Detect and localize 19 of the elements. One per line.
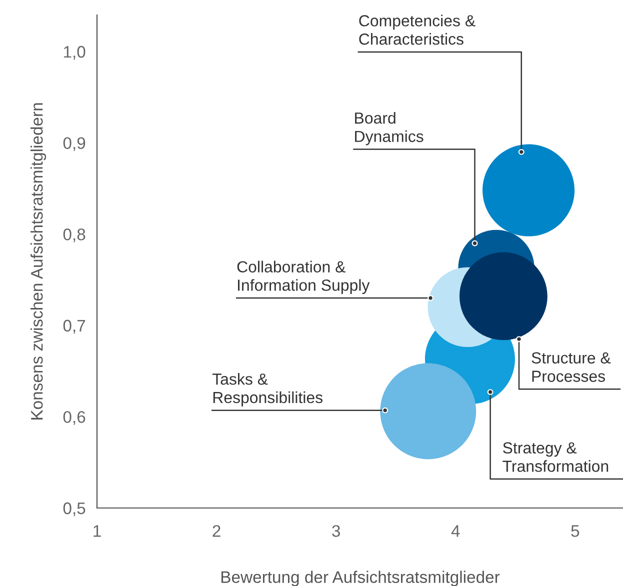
x-axis-title: Bewertung der Aufsichtsratsmitglieder (221, 570, 500, 586)
x-tick-label: 1 (94, 525, 101, 537)
x-tick-label: 3 (332, 525, 340, 537)
annotation: Competencies & Characteristics (359, 14, 476, 45)
annotation: Strategy & Transformation (502, 442, 608, 472)
y-axis-title: Konsens zwischen Aufsichtsratsmitgliedern (30, 103, 46, 420)
annotation: Collaboration & Information Supply (237, 260, 370, 294)
x-tick-label: 2 (212, 525, 220, 537)
y-tick-label: 0,7 (63, 320, 86, 334)
annotation: Tasks & Responsibilities (212, 373, 322, 406)
annotation: Board Dynamics (355, 112, 424, 146)
x-tick-label: 5 (571, 525, 580, 537)
y-tick-label: 0,8 (63, 228, 86, 242)
y-tick-label: 0,9 (63, 137, 86, 151)
y-tick-label: 0,6 (63, 411, 86, 425)
y-tick-label: 1,0 (64, 46, 86, 60)
y-tick-label: 0,5 (63, 502, 86, 516)
annotation: Structure & Processes (532, 352, 611, 382)
x-tick-label: 4 (451, 525, 460, 537)
